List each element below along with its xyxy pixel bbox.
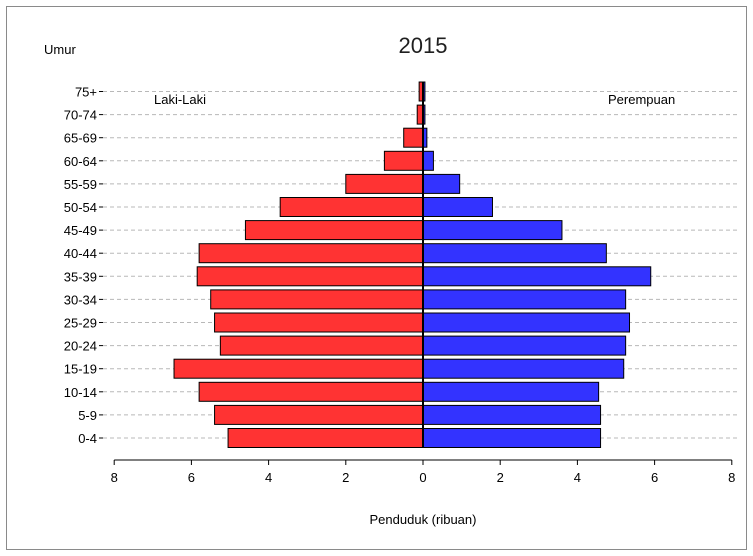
y-tick-label: 55-59: [64, 177, 97, 192]
chart-title: 2015: [399, 33, 448, 58]
bar-female-10-14: [422, 381, 600, 402]
bar-female-15-19: [422, 358, 625, 379]
y-tick-label: 45-49: [64, 223, 97, 238]
y-tick-label: 70-74: [64, 108, 97, 123]
y-axis-title: Umur: [44, 42, 76, 57]
bar-female-55-59: [422, 173, 461, 194]
x-tick-label: 8: [111, 470, 118, 485]
y-tick-label: 50-54: [64, 200, 97, 215]
y-tick-label: 35-39: [64, 269, 97, 284]
bar-female-60-64: [422, 150, 434, 171]
bar-male-5-9: [214, 404, 424, 425]
bar-male-65-69: [403, 127, 424, 148]
x-tick-label: 2: [342, 470, 349, 485]
bar-female-5-9: [422, 404, 602, 425]
y-tick-label: 10-14: [64, 385, 97, 400]
x-tick-label: 4: [265, 470, 272, 485]
tick-labels: 0-4 5-9 10-14 15-19 20-24 25-29 30-34 35-39 40-4…: [64, 85, 736, 486]
bar-female-0-4: [422, 428, 602, 448]
y-tick-label: 25-29: [64, 316, 97, 331]
x-tick-label: 2: [497, 470, 504, 485]
x-tick-label: 8: [728, 470, 735, 485]
bar-female-35-39: [422, 266, 652, 287]
bar-male-15-19: [173, 358, 424, 379]
bar-male-35-39: [196, 266, 424, 287]
bar-female-30-34: [422, 289, 627, 310]
bar-male-50-54: [279, 197, 424, 217]
x-tick-label: 0: [419, 470, 426, 485]
bar-female-20-24: [422, 335, 627, 356]
bar-male-10-14: [198, 381, 424, 402]
left-series-label: Laki-Laki: [154, 92, 206, 107]
y-tick-label: 30-34: [64, 292, 97, 307]
right-series-label: Perempuan: [608, 92, 675, 107]
y-tick-label: 15-19: [64, 362, 97, 377]
bar-female-40-44: [422, 243, 607, 264]
y-tick-label: 20-24: [64, 339, 97, 354]
bar-female-45-49: [422, 220, 563, 241]
x-tick-label: 6: [651, 470, 658, 485]
y-tick-label: 0-4: [78, 431, 97, 446]
bar-male-40-44: [198, 243, 424, 264]
bar-male-20-24: [219, 335, 424, 356]
bar-male-60-64: [383, 150, 424, 171]
x-axis-title: Penduduk (ribuan): [370, 512, 477, 527]
y-tick-label: 60-64: [64, 154, 97, 169]
x-tick-label: 6: [188, 470, 195, 485]
bar-female-25-29: [422, 312, 631, 333]
y-tick-label: 40-44: [64, 246, 97, 261]
bar-male-45-49: [244, 220, 424, 241]
bar-male-0-4: [227, 428, 424, 448]
y-tick-label: 65-69: [64, 131, 97, 146]
bar-male-55-59: [345, 173, 424, 194]
bar-female-50-54: [422, 197, 493, 217]
x-tick-label: 4: [574, 470, 581, 485]
bar-male-25-29: [214, 312, 424, 333]
bar-male-30-34: [210, 289, 424, 310]
y-tick-label: 5-9: [78, 408, 97, 423]
bars: [173, 81, 652, 448]
axes: [99, 82, 733, 465]
y-tick-label: 75+: [75, 85, 97, 100]
